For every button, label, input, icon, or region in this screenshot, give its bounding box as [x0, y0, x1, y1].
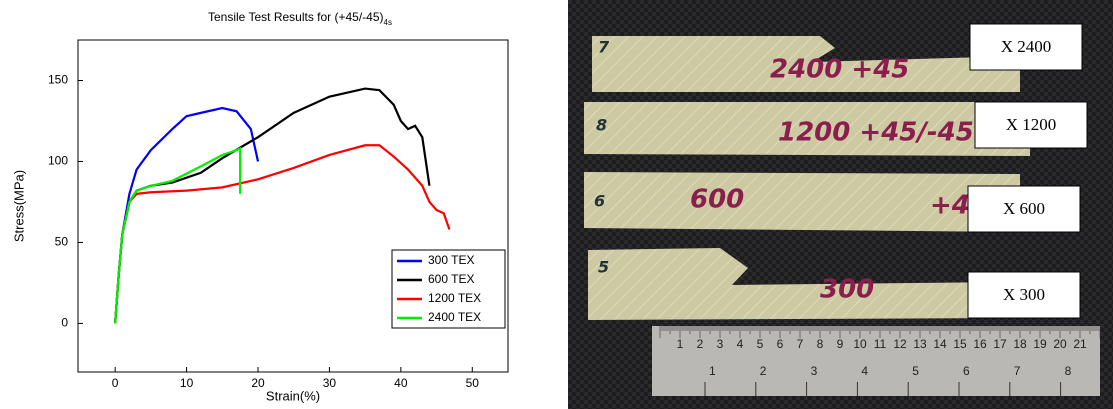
- label-text: X 300: [1003, 285, 1045, 304]
- legend-label: 300 TEX: [428, 253, 474, 267]
- ruler-inch-label: 8: [1065, 364, 1072, 378]
- ruler-cm-label: 3: [717, 337, 724, 351]
- legend-label: 600 TEX: [428, 272, 474, 286]
- specimen-number: 5: [598, 258, 609, 277]
- legend-label: 2400 TEX: [428, 310, 481, 324]
- ruler-cm-label: 12: [893, 337, 907, 351]
- specimen-number: 6: [594, 192, 605, 211]
- label-text: X 1200: [1006, 115, 1057, 134]
- ruler-cm-label: 17: [993, 337, 1007, 351]
- ruler-inch-label: 2: [760, 364, 767, 378]
- label-box: [974, 101, 1088, 149]
- y-axis-label: Stress(MPa): [11, 170, 26, 242]
- handwriting: 300: [820, 275, 874, 305]
- ruler: [652, 326, 1100, 396]
- specimen-strip: [584, 172, 1020, 232]
- x-tick-label: 0: [112, 376, 119, 390]
- ruler-cm-label: 14: [933, 337, 947, 351]
- label-text: X 2400: [1001, 37, 1052, 56]
- legend-label: 1200 TEX: [428, 291, 481, 305]
- ruler-cm-label: 6: [777, 337, 784, 351]
- x-tick-label: 30: [323, 376, 337, 390]
- chart-title-subscript: 4s: [384, 18, 392, 27]
- y-tick-label: 150: [48, 73, 68, 87]
- label-box: [967, 185, 1081, 233]
- y-tick-label: 100: [48, 154, 68, 168]
- handwriting: 1200 +45/-45: [778, 118, 974, 148]
- ruler-inch-label: 3: [811, 364, 818, 378]
- handwriting: 2400 +45: [770, 55, 909, 85]
- ruler-cm-label: 5: [757, 337, 764, 351]
- label-text: X 600: [1003, 199, 1045, 218]
- ruler-cm-label: 19: [1033, 337, 1047, 351]
- label-box: [969, 23, 1083, 71]
- ruler-inch-label: 6: [963, 364, 970, 378]
- y-tick-label: 0: [61, 316, 68, 330]
- specimen-number: 8: [596, 116, 607, 135]
- specimen-strip: [588, 248, 1010, 320]
- ruler-cm-label: 4: [737, 337, 744, 351]
- ruler-inch-label: 1: [709, 364, 716, 378]
- ruler-cm-label: 11: [874, 337, 887, 351]
- ruler-cm-label: 18: [1013, 337, 1027, 351]
- x-tick-label: 10: [180, 376, 194, 390]
- ruler-cm-label: 9: [837, 337, 844, 351]
- x-tick-label: 20: [251, 376, 265, 390]
- specimen-number: 7: [598, 38, 610, 57]
- ruler-cm-label: 7: [797, 337, 804, 351]
- x-tick-label: 40: [394, 376, 408, 390]
- ruler-cm-label: 21: [1073, 337, 1087, 351]
- handwriting: 600: [690, 185, 744, 215]
- ruler-cm-label: 2: [697, 337, 704, 351]
- ruler-inch-label: 7: [1014, 364, 1021, 378]
- ruler-cm-label: 15: [953, 337, 967, 351]
- ruler-cm-label: 1: [677, 337, 684, 351]
- label-box: [967, 271, 1081, 319]
- x-axis-label: Strain(%): [266, 388, 320, 403]
- ruler-cm-label: 10: [853, 337, 867, 351]
- ruler-inch-label: 5: [912, 364, 919, 378]
- ruler-cm-label: 20: [1053, 337, 1067, 351]
- x-tick-label: 50: [466, 376, 480, 390]
- y-tick-label: 50: [55, 235, 69, 249]
- legend-box: [391, 249, 506, 329]
- ruler-cm-label: 8: [817, 337, 824, 351]
- specimen-strip: [584, 102, 1030, 156]
- ruler-cm-label: 16: [973, 337, 987, 351]
- data-line: [114, 146, 242, 324]
- ruler-cm-label: 13: [913, 337, 927, 351]
- ruler-inch-label: 4: [861, 364, 868, 378]
- specimen-strip: [592, 36, 1020, 92]
- chart-title: Tensile Test Results for (+45/-45)4s: [208, 10, 392, 27]
- chart-title-text: Tensile Test Results for (+45/-45): [208, 10, 384, 24]
